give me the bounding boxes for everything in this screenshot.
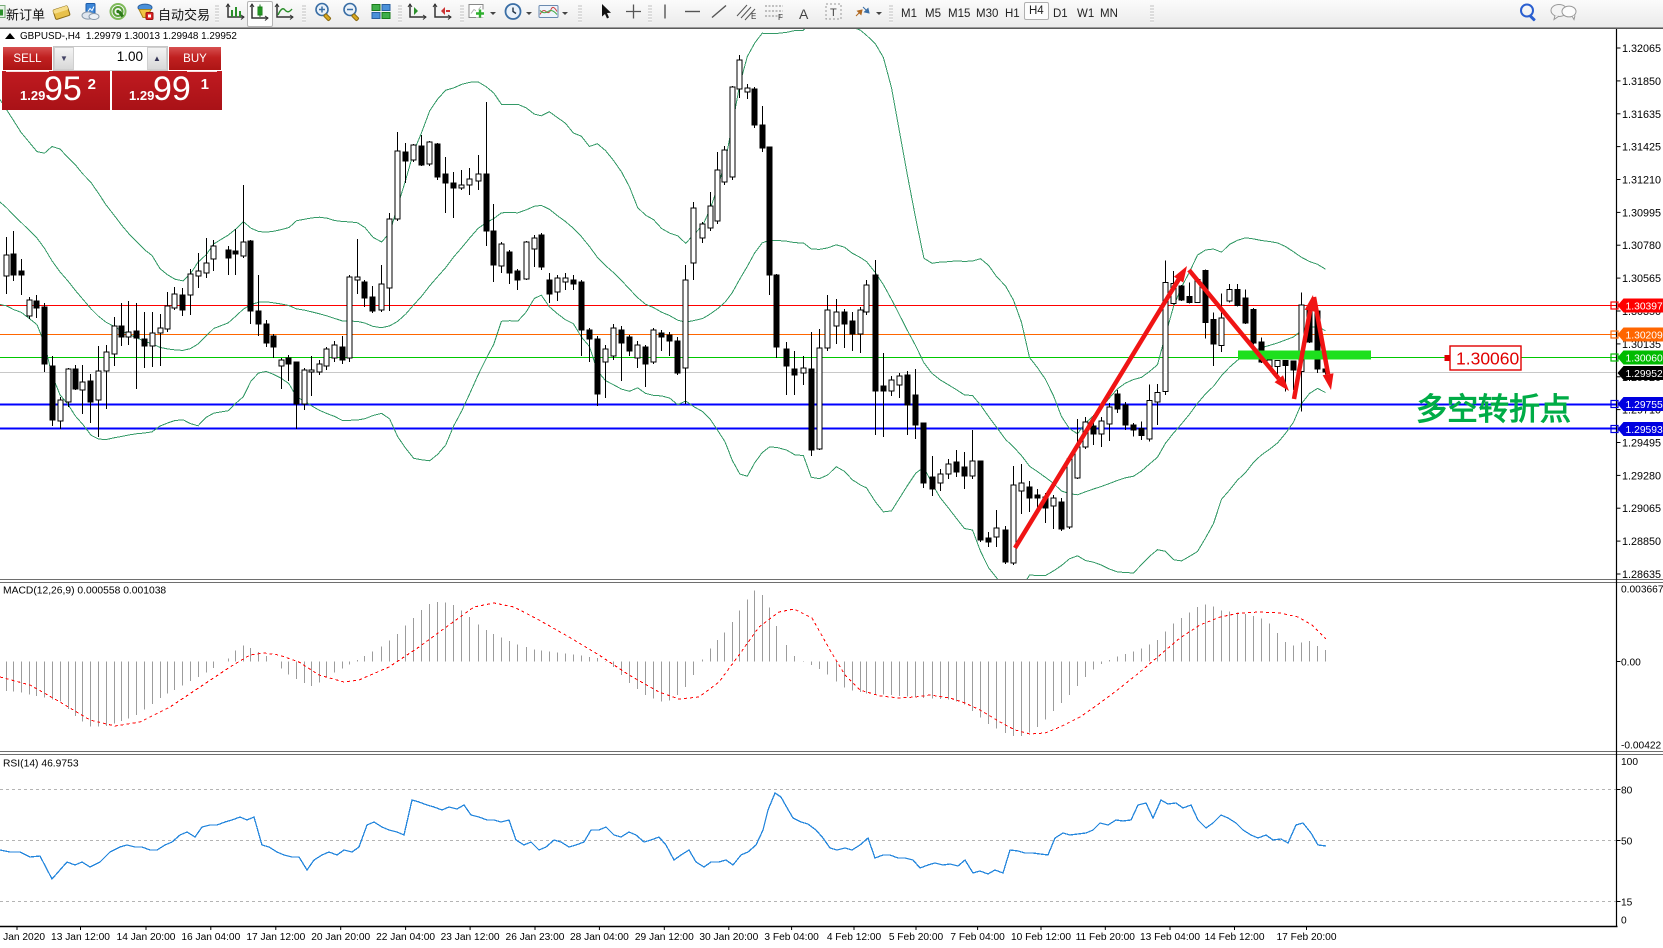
svg-text:F: F — [778, 13, 783, 21]
svg-text:-0.00422: -0.00422 — [1621, 740, 1662, 751]
svg-text:1.30780: 1.30780 — [1622, 240, 1661, 252]
svg-text:E: E — [751, 12, 756, 21]
svg-text:30 Jan 20:00: 30 Jan 20:00 — [699, 932, 758, 943]
svg-text:1.30565: 1.30565 — [1622, 273, 1661, 285]
svg-text:3 Feb 04:00: 3 Feb 04:00 — [764, 932, 819, 943]
svg-text:1.29755: 1.29755 — [1626, 400, 1663, 411]
svg-text:29 Jan 12:00: 29 Jan 12:00 — [635, 932, 694, 943]
svg-text:1.30209: 1.30209 — [1626, 331, 1663, 342]
svg-text:10 Feb 12:00: 10 Feb 12:00 — [1011, 932, 1071, 943]
svg-text:1.31425: 1.31425 — [1622, 142, 1661, 154]
svg-text:22 Jan 04:00: 22 Jan 04:00 — [376, 932, 435, 943]
svg-text:1.30060: 1.30060 — [1456, 349, 1520, 369]
svg-text:1.31850: 1.31850 — [1622, 76, 1661, 88]
svg-text:15: 15 — [1621, 898, 1633, 909]
svg-text:1.30060: 1.30060 — [1626, 354, 1663, 365]
svg-text:1.29593: 1.29593 — [1626, 425, 1663, 436]
svg-text:16 Jan 04:00: 16 Jan 04:00 — [181, 932, 240, 943]
svg-text:26 Jan 23:00: 26 Jan 23:00 — [506, 932, 565, 943]
svg-text:23 Jan 12:00: 23 Jan 12:00 — [441, 932, 500, 943]
svg-text:7 Feb 04:00: 7 Feb 04:00 — [950, 932, 1005, 943]
svg-text:GBPUSD-,H4 1.29979 1.30013 1.: GBPUSD-,H4 1.29979 1.30013 1.29948 1.299… — [20, 31, 237, 42]
svg-text:14 Feb 12:00: 14 Feb 12:00 — [1204, 932, 1264, 943]
svg-text:17 Feb 20:00: 17 Feb 20:00 — [1276, 932, 1336, 943]
svg-text:T: T — [830, 7, 837, 19]
svg-text:5 Feb 20:00: 5 Feb 20:00 — [889, 932, 944, 943]
svg-text:1.29952: 1.29952 — [1626, 369, 1663, 380]
svg-text:1.29280: 1.29280 — [1622, 470, 1661, 482]
svg-text:80: 80 — [1621, 786, 1633, 797]
svg-text:1.30135: 1.30135 — [1622, 339, 1661, 351]
svg-text:20 Jan 20:00: 20 Jan 20:00 — [311, 932, 370, 943]
svg-text:10 Jan 2020: 10 Jan 2020 — [0, 932, 45, 943]
svg-text:1.30397: 1.30397 — [1626, 302, 1663, 313]
svg-text:1.28850: 1.28850 — [1622, 536, 1661, 548]
svg-text:MACD(12,26,9) 0.000558 0.00103: MACD(12,26,9) 0.000558 0.001038 — [3, 586, 166, 597]
svg-text:1.28635: 1.28635 — [1622, 569, 1661, 581]
svg-text:13 Jan 12:00: 13 Jan 12:00 — [51, 932, 110, 943]
svg-text:13 Feb 04:00: 13 Feb 04:00 — [1140, 932, 1200, 943]
svg-text:11 Feb 20:00: 11 Feb 20:00 — [1076, 932, 1136, 943]
svg-text:1.31210: 1.31210 — [1622, 175, 1661, 187]
svg-text:17 Jan 12:00: 17 Jan 12:00 — [246, 932, 305, 943]
svg-text:0.00: 0.00 — [1621, 658, 1641, 669]
svg-text:多空转折点: 多空转折点 — [1416, 392, 1571, 427]
svg-text:1.30995: 1.30995 — [1622, 207, 1661, 219]
svg-text:0: 0 — [1621, 916, 1627, 927]
svg-text:0.003667: 0.003667 — [1621, 585, 1663, 596]
svg-text:4 Feb 12:00: 4 Feb 12:00 — [827, 932, 882, 943]
svg-text:1.31635: 1.31635 — [1622, 109, 1661, 121]
svg-text:28 Jan 04:00: 28 Jan 04:00 — [570, 932, 629, 943]
svg-text:1.29065: 1.29065 — [1622, 503, 1661, 515]
svg-text:1.32065: 1.32065 — [1622, 43, 1661, 55]
svg-text:100: 100 — [1621, 757, 1638, 768]
svg-text:14 Jan 20:00: 14 Jan 20:00 — [117, 932, 176, 943]
svg-text:50: 50 — [1621, 837, 1633, 848]
svg-text:RSI(14) 46.9753: RSI(14) 46.9753 — [3, 759, 79, 770]
svg-text:1.29495: 1.29495 — [1622, 438, 1661, 450]
